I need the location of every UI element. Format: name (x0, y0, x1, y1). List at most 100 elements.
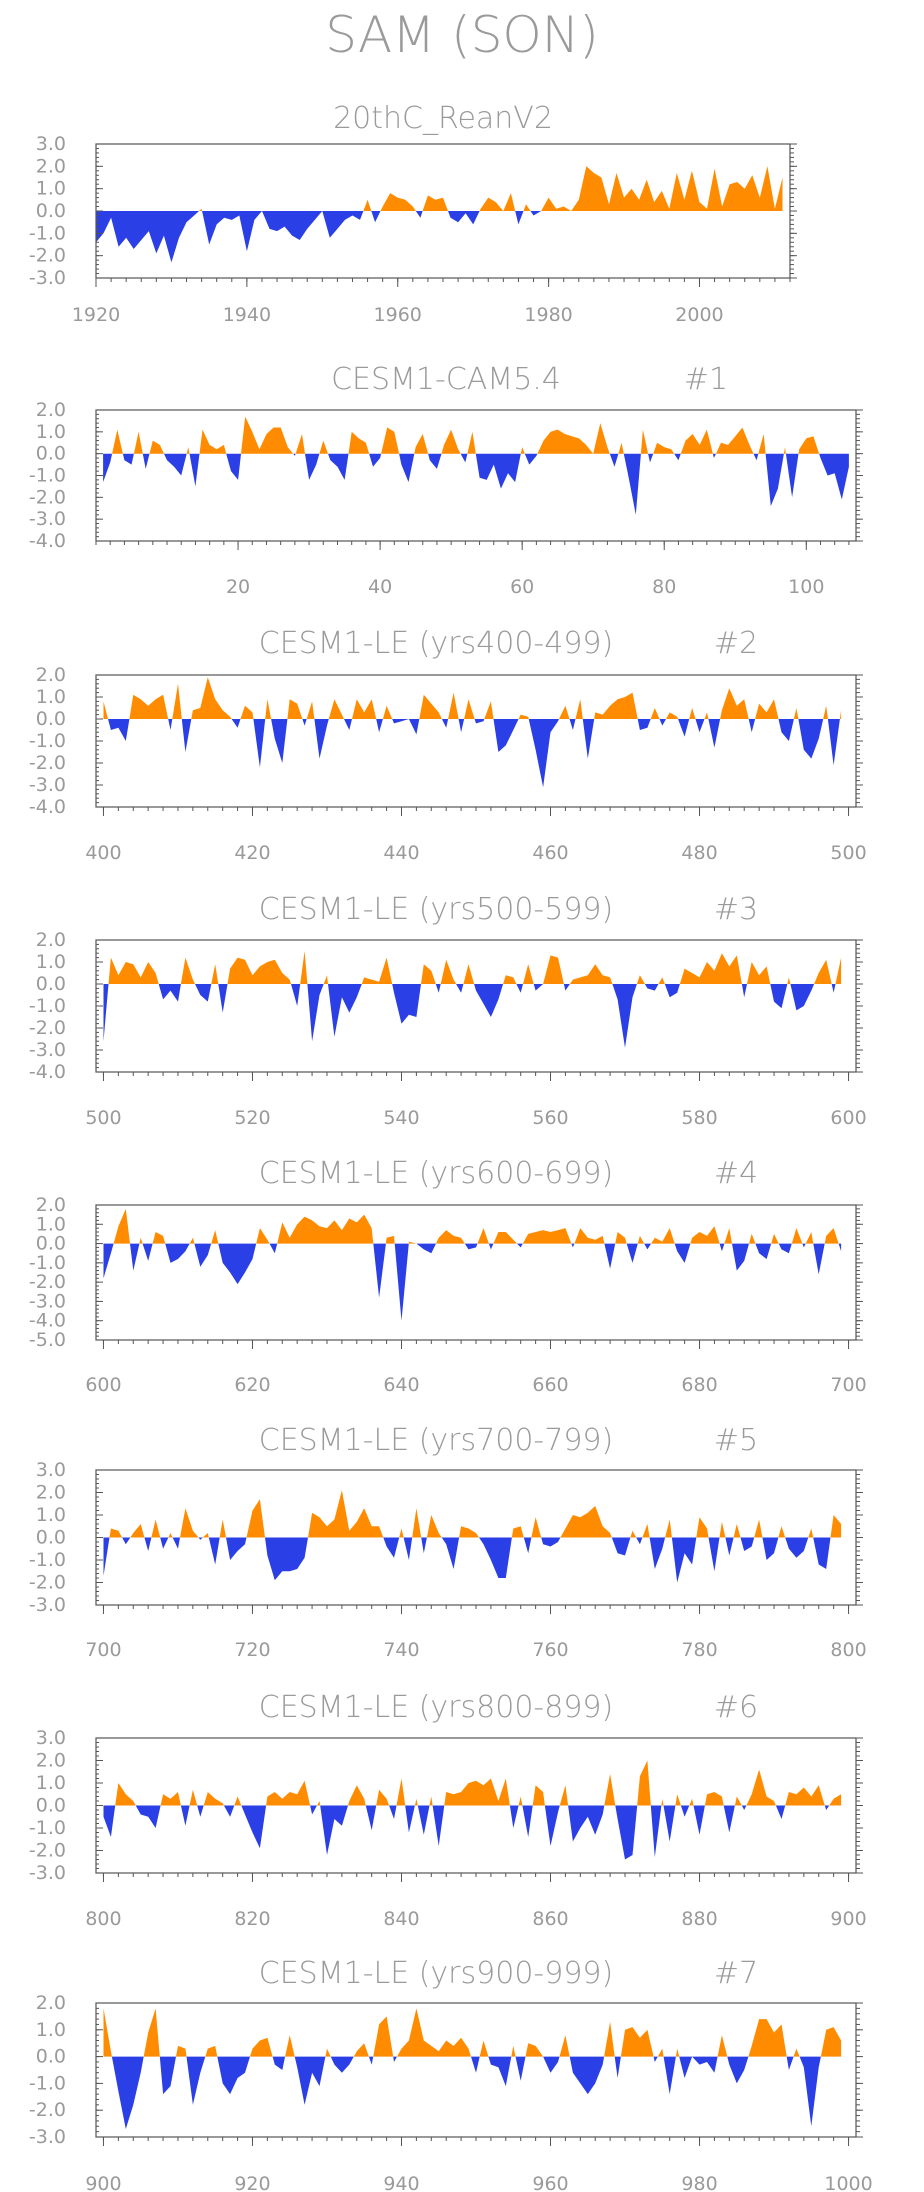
positive-area (103, 677, 842, 719)
y-tick-label: -2.0 (29, 1572, 66, 1594)
y-tick-label: -2.0 (29, 752, 66, 774)
y-tick-label: -3.0 (29, 1039, 66, 1061)
panel-title: 20thC_ReanV2 (333, 101, 553, 136)
y-tick-label: -4.0 (29, 1061, 66, 1083)
x-tick-label: 800 (85, 1908, 121, 1930)
y-tick-label: -1.0 (29, 995, 66, 1017)
y-tick-label: 2.0 (36, 1992, 66, 2014)
y-tick-label: 2.0 (36, 1750, 66, 1772)
y-tick-label: -1.0 (29, 2072, 66, 2094)
y-tick-label: 3.0 (36, 1459, 66, 1481)
y-tick-label: -5.0 (29, 1329, 66, 1351)
x-tick-label: 440 (383, 842, 419, 864)
x-tick-label: 1920 (72, 304, 120, 326)
x-tick-label: 640 (383, 1374, 419, 1396)
x-tick-label: 2000 (675, 304, 723, 326)
y-tick-label: -2.0 (29, 486, 66, 508)
negative-area (103, 1537, 842, 1583)
panel-title: CESM1-LE (yrs900-999) (259, 1956, 613, 1991)
y-tick-label: 2.0 (36, 1482, 66, 1504)
run-label: #5 (714, 1423, 758, 1458)
x-tick-label: 1000 (824, 2173, 872, 2192)
x-tick-label: 720 (234, 1639, 270, 1661)
x-tick-label: 80 (652, 576, 676, 598)
y-tick-label: 0.0 (36, 1233, 66, 1255)
x-tick-label: 1960 (374, 304, 422, 326)
x-tick-label: 1980 (524, 304, 572, 326)
run-label: #7 (714, 1956, 758, 1991)
x-tick-label: 480 (681, 842, 717, 864)
plot-frame (95, 939, 857, 1073)
y-tick-label: 1.0 (36, 1213, 66, 1235)
run-label: #3 (714, 892, 758, 927)
x-tick-label: 660 (532, 1374, 568, 1396)
y-tick-label: -1.0 (29, 222, 66, 244)
panel-8: CESM1-LE (yrs900-999) #7 2.0 1.0 0.0 -1.0 -2.0… (29, 1956, 873, 2192)
y-tick-label: 0.0 (36, 2046, 66, 2068)
x-tick-label: 20 (226, 576, 250, 598)
y-tick-label: -3.0 (29, 508, 66, 530)
y-tick-label: 1.0 (36, 686, 66, 708)
x-tick-label: 100 (788, 576, 824, 598)
y-tick-label: -1.0 (29, 1817, 66, 1839)
y-tick-label: -3.0 (29, 774, 66, 796)
y-tick-label: 1.0 (36, 421, 66, 443)
run-label: #2 (714, 626, 758, 661)
positive-area (103, 1208, 842, 1244)
x-tick-label: 620 (234, 1374, 270, 1396)
x-tick-label: 860 (532, 1908, 568, 1930)
negative-area (103, 984, 842, 1048)
panel-5: CESM1-LE (yrs600-699) #4 2.01.00.0-1.0-2.0… (29, 1156, 867, 1396)
y-tick-label: 1.0 (36, 1772, 66, 1794)
negative-area (103, 1805, 842, 1860)
run-label: #1 (684, 362, 728, 397)
y-tick-label: 0.0 (36, 708, 66, 730)
plot-frame (95, 1204, 857, 1341)
y-tick-label: 2.0 (36, 1194, 66, 1216)
y-tick-label: -1.0 (29, 1549, 66, 1571)
positive-area (103, 1760, 842, 1806)
y-tick-label: -2.0 (29, 1271, 66, 1293)
y-tick-label: -3.0 (29, 1594, 66, 1616)
x-tick-label: 600 (85, 1374, 121, 1396)
y-tick-label: -2.0 (29, 1840, 66, 1862)
panel-title: CESM1-CAM5.4 (331, 362, 561, 397)
y-tick-label: 3.0 (36, 1727, 66, 1749)
x-tick-label: 880 (681, 1908, 717, 1930)
y-tick-label: 1.0 (36, 2019, 66, 2041)
x-tick-label: 960 (532, 2173, 568, 2192)
panel-7: CESM1-LE (yrs800-899) #63.02.01.00.0-1.0-… (29, 1690, 867, 1930)
x-tick-label: 60 (510, 576, 534, 598)
y-tick-label: -3.0 (29, 2126, 66, 2148)
figure-title: SAM (SON) (325, 6, 598, 64)
panel-6: CESM1-LE (yrs700-799) #53.02.01.00.0-1.0-… (29, 1423, 867, 1661)
y-tick-label: -2.0 (29, 2099, 66, 2121)
x-tick-label: 780 (681, 1639, 717, 1661)
x-tick-label: 760 (532, 1639, 568, 1661)
positive-area (103, 1490, 842, 1538)
y-tick-label: 2.0 (36, 399, 66, 421)
x-tick-label: 820 (234, 1908, 270, 1930)
y-tick-label: 1.0 (36, 951, 66, 973)
negative-area (103, 719, 842, 788)
x-tick-label: 920 (234, 2173, 270, 2192)
panel-title: CESM1-LE (yrs500-599) (259, 892, 613, 927)
y-tick-label: 1.0 (36, 178, 66, 200)
y-tick-label: 0.0 (36, 200, 66, 222)
x-tick-label: 420 (234, 842, 270, 864)
x-tick-label: 740 (383, 1639, 419, 1661)
y-tick-label: -1.0 (29, 730, 66, 752)
panel-title: CESM1-LE (yrs800-899) (259, 1690, 613, 1725)
x-tick-label: 500 (830, 842, 866, 864)
y-tick-label: 3.0 (36, 133, 66, 155)
x-tick-label: 900 (830, 1908, 866, 1930)
x-tick-label: 840 (383, 1908, 419, 1930)
panel-4: CESM1-LE (yrs500-599) #3 2.01.00.0-1.0-2.0… (29, 892, 867, 1129)
negative-area (103, 453, 849, 515)
y-tick-label: -2.0 (29, 1017, 66, 1039)
x-tick-label: 520 (234, 1107, 270, 1129)
x-tick-label: 540 (383, 1107, 419, 1129)
y-tick-label: 2.0 (36, 155, 66, 177)
chart-panels: 20thC_ReanV23.02.01.00.0-1.0-2.0-3.01920… (29, 101, 873, 2192)
